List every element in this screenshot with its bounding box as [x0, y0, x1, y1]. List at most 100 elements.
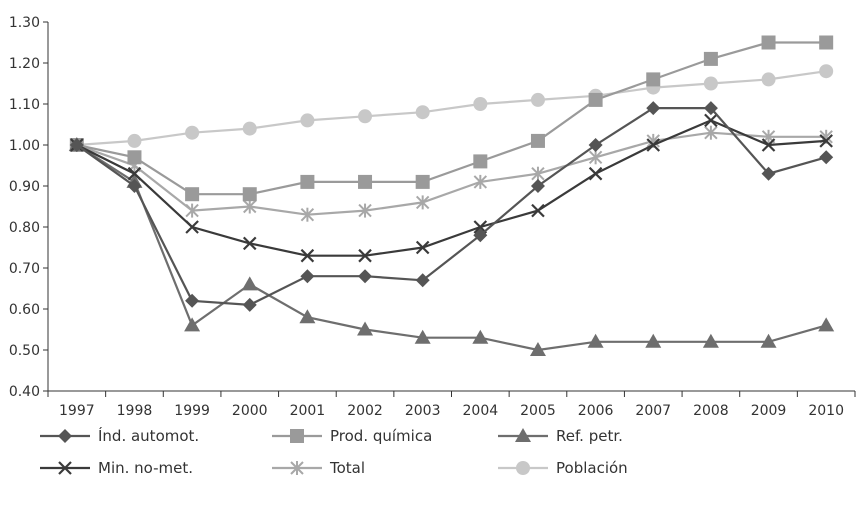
- data-point-total: [300, 207, 315, 222]
- data-point-min-no-met: [819, 134, 833, 148]
- data-point-ref-petr: [357, 321, 374, 336]
- data-point-prod-quimica: [703, 51, 718, 66]
- x-tick-label: 2004: [463, 403, 499, 419]
- data-point-prod-quimica: [761, 35, 776, 50]
- data-point-ind-automot: [185, 293, 200, 308]
- x-tick-label: 2001: [290, 403, 326, 419]
- legend-marker-min-no-met: [58, 461, 72, 475]
- series-line-poblacion: [76, 70, 827, 147]
- x-tick-label: 2002: [347, 403, 383, 419]
- legend-label-poblacion: Población: [556, 459, 628, 477]
- series-total: [70, 125, 833, 222]
- y-tick-label: 0.80: [9, 220, 40, 236]
- series-lines: [68, 35, 835, 356]
- y-tick-label: 0.60: [9, 302, 40, 318]
- data-point-ind-automot: [127, 179, 142, 193]
- legend-item-prod-quimica: Prod. química: [272, 427, 432, 445]
- legend-item-ref-petr: Ref. petr.: [498, 427, 623, 445]
- legend-marker-ref-petr: [515, 428, 531, 442]
- data-point-prod-quimica: [185, 187, 200, 202]
- legend-label-total: Total: [329, 459, 365, 477]
- data-point-ref-petr: [818, 317, 835, 332]
- data-point-total: [531, 166, 545, 181]
- data-point-total: [473, 174, 488, 189]
- data-point-poblacion: [300, 113, 315, 128]
- data-point-poblacion: [530, 92, 545, 107]
- x-tick-label: 2005: [520, 403, 556, 419]
- data-point-prod-quimica: [415, 174, 430, 189]
- data-point-ref-petr: [760, 333, 777, 348]
- data-point-total: [415, 195, 430, 210]
- y-tick-label: 1.00: [9, 138, 40, 154]
- data-point-poblacion: [703, 76, 718, 91]
- data-point-total: [588, 150, 603, 165]
- series-line-min-no-met: [76, 119, 827, 257]
- data-point-min-no-met: [704, 113, 718, 128]
- data-point-prod-quimica: [588, 92, 603, 107]
- data-point-min-no-met: [761, 138, 776, 152]
- data-point-prod-quimica: [819, 35, 834, 50]
- data-point-ref-petr: [645, 333, 662, 348]
- data-point-ref-petr: [702, 333, 719, 348]
- legend-marker-ind-automot: [58, 429, 72, 443]
- legend-item-ind-automot: Índ. automot.: [40, 426, 199, 445]
- data-point-poblacion: [415, 105, 430, 120]
- data-point-min-no-met: [588, 166, 603, 181]
- data-point-ind-automot: [415, 273, 430, 288]
- data-point-ind-automot: [646, 101, 661, 116]
- data-point-prod-quimica: [530, 133, 545, 148]
- data-point-prod-quimica: [358, 174, 373, 189]
- data-point-ref-petr: [472, 329, 489, 344]
- x-tick-label: 2009: [751, 403, 787, 419]
- x-tick-label: 2008: [693, 403, 729, 419]
- legend-marker-poblacion: [516, 461, 530, 475]
- data-point-total: [704, 125, 718, 140]
- series-poblacion: [69, 64, 834, 152]
- y-tick-label: 1.30: [9, 15, 40, 31]
- data-point-ref-petr: [241, 276, 258, 291]
- y-tick-label: 1.10: [9, 97, 40, 113]
- legend-label-min-no-met: Min. no-met.: [98, 459, 193, 477]
- data-point-min-no-met: [531, 203, 545, 218]
- data-point-prod-quimica: [242, 187, 257, 202]
- series-line-ref-petr: [76, 144, 827, 352]
- data-point-min-no-met: [242, 236, 257, 251]
- data-point-poblacion: [242, 121, 257, 136]
- x-tick-label: 2003: [405, 403, 441, 419]
- data-point-poblacion: [358, 109, 373, 124]
- data-point-total: [243, 199, 257, 214]
- x-tick-label: 1998: [117, 403, 153, 419]
- data-point-min-no-met: [300, 248, 315, 263]
- data-point-min-no-met: [415, 240, 430, 255]
- series-ref-petr: [68, 137, 835, 356]
- data-point-total: [185, 203, 199, 218]
- data-point-min-no-met: [127, 166, 142, 181]
- legend-label-ref-petr: Ref. petr.: [556, 427, 623, 445]
- data-point-ref-petr: [299, 309, 316, 324]
- x-tick-label: 2007: [635, 403, 671, 419]
- data-point-ind-automot: [703, 101, 718, 116]
- data-point-ind-automot: [819, 150, 834, 165]
- series-min-no-met: [70, 113, 833, 263]
- y-tick-label: 0.50: [9, 343, 40, 359]
- legend-item-min-no-met: Min. no-met.: [40, 459, 193, 477]
- x-tick-label: 1997: [59, 403, 95, 419]
- legend-item-poblacion: Población: [498, 459, 628, 477]
- data-point-ind-automot: [300, 269, 315, 284]
- data-point-ind-automot: [242, 297, 257, 312]
- data-point-min-no-met: [358, 248, 372, 263]
- x-tick-label: 2006: [578, 403, 614, 419]
- data-point-prod-quimica: [300, 174, 315, 189]
- series-line-total: [76, 131, 827, 216]
- y-tick-label: 0.90: [9, 179, 40, 195]
- legend-item-total: Total: [272, 459, 365, 477]
- data-point-ref-petr: [529, 342, 546, 356]
- data-point-prod-quimica: [127, 150, 142, 165]
- data-point-poblacion: [473, 97, 488, 111]
- legend-marker-prod-quimica: [290, 429, 304, 443]
- data-point-ind-automot: [588, 138, 603, 152]
- data-point-ind-automot: [473, 228, 488, 243]
- legend-marker-total: [290, 461, 304, 475]
- data-point-poblacion: [127, 133, 142, 148]
- data-point-poblacion: [819, 64, 834, 79]
